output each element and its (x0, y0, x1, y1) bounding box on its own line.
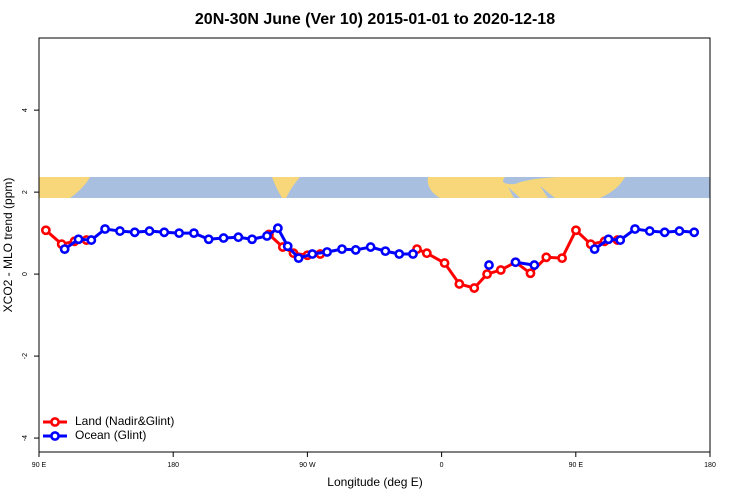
data-point (525, 268, 536, 279)
data-point (322, 247, 332, 257)
data-point (482, 269, 492, 280)
y-tick-label: -2 (22, 353, 29, 359)
data-point (100, 224, 110, 234)
data-point (439, 258, 450, 268)
data-point (282, 241, 293, 252)
data-point (144, 226, 155, 236)
data-point (174, 228, 185, 239)
x-tick-label: 90 W (299, 462, 316, 469)
data-point (337, 244, 347, 254)
data-point (615, 235, 626, 245)
data-point (454, 279, 465, 289)
chart-title: 20N-30N June (Ver 10) 2015-01-01 to 2020… (195, 11, 555, 28)
data-point (262, 231, 272, 241)
data-point (484, 260, 494, 270)
data-point (630, 224, 640, 234)
data-point (159, 227, 170, 238)
data-point (495, 265, 506, 275)
legend-label: Land (Nadir&Glint) (75, 414, 174, 428)
data-point (189, 228, 199, 239)
legend-marker (50, 417, 60, 427)
data-point (674, 226, 685, 236)
data-point (86, 235, 97, 245)
y-tick-label: -4 (22, 435, 29, 441)
y-tick-label: 0 (22, 272, 29, 276)
data-point (203, 234, 214, 245)
data-point (380, 246, 391, 257)
data-point (115, 226, 125, 236)
x-tick-label: 180 (704, 462, 716, 469)
data-point (603, 234, 614, 245)
data-point (644, 226, 655, 236)
data-point (307, 249, 318, 259)
legend-label: Ocean (Glint) (75, 428, 146, 442)
data-point (689, 227, 700, 238)
x-axis-label: Longitude (deg E) (327, 475, 422, 489)
data-point (218, 233, 229, 243)
x-tick-label: 180 (167, 462, 179, 469)
y-axis-label: XCO2 - MLO trend (ppm) (1, 178, 15, 313)
x-tick-label: 0 (440, 462, 444, 469)
data-point (571, 225, 581, 236)
data-point (394, 249, 405, 259)
data-point (233, 232, 244, 243)
data-point (129, 227, 140, 238)
data-point (541, 252, 552, 263)
data-point (589, 244, 600, 254)
y-tick-label: 4 (22, 108, 29, 112)
data-point (350, 245, 361, 255)
data-point (365, 242, 376, 252)
data-point (272, 223, 283, 234)
plot-frame (38, 37, 711, 453)
data-point (73, 234, 84, 245)
y-tick-label: 2 (22, 190, 29, 194)
data-point (408, 249, 418, 259)
x-tick-label: 90 E (32, 462, 47, 469)
data-point (40, 225, 51, 236)
data-point (421, 248, 432, 259)
data-point (293, 253, 304, 264)
data-point (529, 260, 540, 270)
data-point (510, 257, 521, 268)
data-point (247, 234, 257, 245)
data-point (557, 253, 567, 264)
data-point (59, 244, 70, 254)
legend-marker (50, 431, 60, 441)
x-tick-label: 90 E (569, 462, 584, 469)
data-point (469, 283, 480, 293)
data-point (659, 227, 670, 238)
map-strip (39, 177, 710, 198)
